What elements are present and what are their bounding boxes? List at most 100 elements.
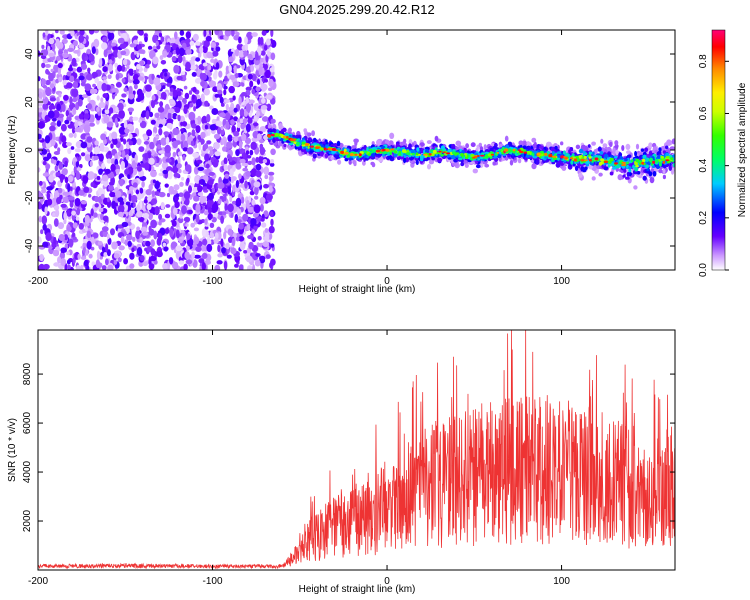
noise-blob — [140, 226, 148, 233]
noise-blob — [71, 210, 76, 216]
noise-blob — [223, 89, 227, 96]
signal-blob — [644, 147, 649, 152]
noise-blob — [117, 64, 122, 72]
noise-blob — [233, 65, 237, 74]
noise-blob — [183, 85, 188, 90]
noise-blob — [176, 163, 182, 169]
noise-blob — [96, 250, 101, 260]
noise-blob — [251, 229, 256, 235]
noise-blob — [210, 58, 215, 63]
noise-blob — [102, 36, 108, 43]
noise-blob — [186, 177, 190, 184]
noise-blob — [150, 119, 156, 125]
noise-blob — [184, 164, 192, 172]
noise-blob — [150, 239, 156, 247]
noise-blob — [238, 96, 242, 105]
noise-blob — [200, 80, 206, 87]
noise-blob — [220, 102, 225, 107]
noise-blob — [120, 160, 126, 170]
noise-blob — [128, 140, 133, 146]
noise-blob — [183, 216, 191, 223]
noise-blob — [119, 43, 127, 49]
noise-blob — [174, 201, 180, 209]
noise-blob — [204, 143, 209, 150]
signal-blob — [617, 174, 623, 181]
noise-blob — [111, 241, 118, 250]
noise-blob — [41, 49, 49, 57]
noise-blob — [72, 236, 77, 241]
signal-blob — [642, 154, 647, 159]
noise-blob — [223, 231, 227, 240]
noise-blob — [221, 247, 226, 254]
noise-blob — [126, 234, 133, 241]
noise-blob — [175, 229, 180, 239]
noise-blob — [247, 53, 253, 60]
noise-blob — [209, 124, 217, 131]
noise-blob — [193, 227, 199, 232]
noise-blob — [269, 67, 275, 73]
noise-blob — [80, 200, 87, 205]
signal-blob — [578, 172, 583, 178]
noise-blob — [46, 186, 53, 191]
noise-blob — [231, 125, 236, 133]
signal-blob — [634, 150, 638, 157]
noise-blob — [230, 178, 234, 184]
noise-blob — [93, 30, 100, 34]
noise-blob — [213, 238, 219, 244]
noise-blob — [90, 246, 95, 251]
noise-blob — [242, 213, 249, 222]
noise-blob — [137, 165, 142, 172]
noise-blob — [118, 109, 125, 119]
noise-blob — [118, 245, 125, 251]
noise-blob — [223, 157, 228, 165]
signal-blob — [539, 145, 544, 149]
noise-blob — [102, 93, 108, 99]
noise-blob — [100, 133, 107, 141]
noise-blob — [230, 247, 237, 255]
noise-blob — [217, 244, 221, 253]
noise-blob — [233, 131, 240, 137]
noise-blob — [228, 56, 234, 63]
noise-blob — [69, 64, 73, 72]
noise-blob — [86, 103, 93, 110]
noise-blob — [172, 89, 178, 98]
noise-blob — [39, 254, 44, 262]
noise-blob — [106, 233, 110, 240]
noise-blob — [96, 262, 103, 268]
noise-blob — [191, 94, 195, 100]
noise-blob — [235, 180, 239, 188]
noise-blob — [228, 106, 233, 111]
noise-blob — [186, 233, 191, 241]
noise-blob — [144, 152, 149, 161]
noise-blob — [246, 155, 252, 159]
noise-blob — [78, 75, 85, 81]
signal-blob — [588, 151, 593, 155]
signal-blob — [336, 140, 341, 147]
noise-blob — [84, 56, 89, 61]
noise-blob — [135, 189, 140, 195]
noise-blob — [241, 92, 247, 97]
noise-blob — [188, 209, 193, 214]
noise-blob — [106, 158, 112, 164]
noise-blob — [171, 55, 177, 62]
noise-blob — [93, 212, 98, 218]
noise-blob — [115, 73, 120, 81]
noise-blob — [163, 246, 169, 252]
noise-blob — [125, 154, 130, 161]
noise-blob — [238, 140, 243, 150]
noise-blob — [201, 72, 207, 81]
noise-blob — [245, 255, 253, 263]
noise-blob — [195, 214, 200, 223]
noise-blob — [166, 192, 171, 198]
noise-blob — [38, 180, 43, 186]
signal-blob — [324, 153, 329, 159]
noise-blob — [184, 92, 190, 100]
noise-blob — [117, 211, 124, 218]
noise-blob — [239, 158, 246, 164]
noise-blob — [223, 163, 228, 171]
noise-blob — [50, 139, 56, 146]
noise-blob — [265, 38, 271, 46]
noise-blob — [202, 62, 208, 67]
noise-blob — [208, 192, 214, 201]
signal-blob — [352, 160, 357, 165]
